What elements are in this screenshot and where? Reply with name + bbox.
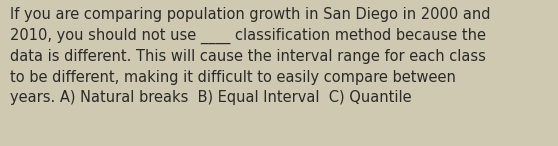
Text: If you are comparing population growth in San Diego in 2000 and
2010, you should: If you are comparing population growth i…	[10, 7, 490, 105]
